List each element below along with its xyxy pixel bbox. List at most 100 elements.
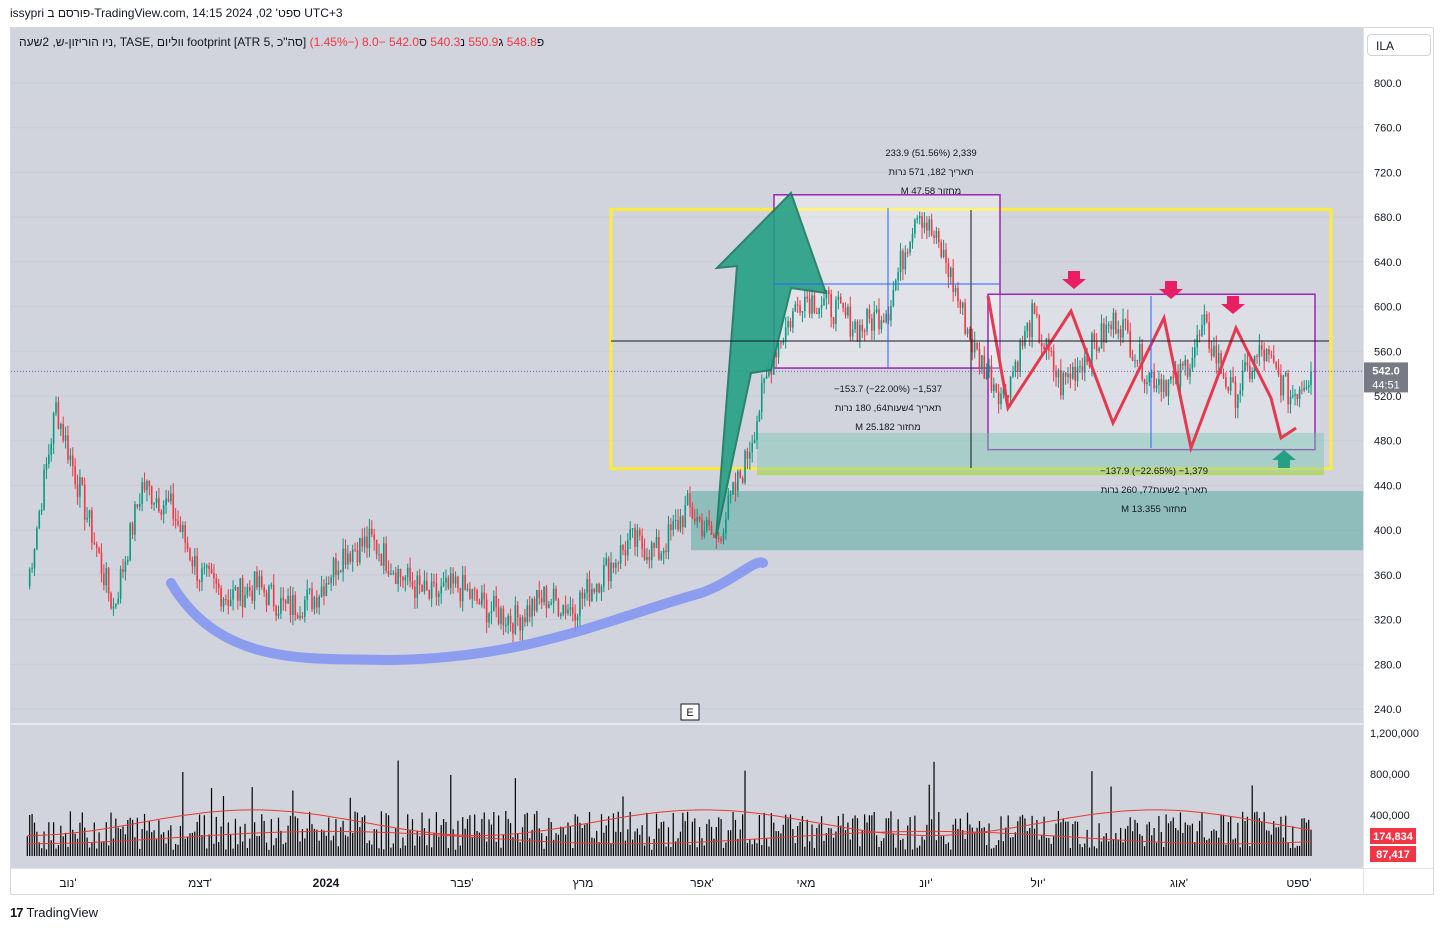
candle-body (579, 592, 581, 617)
candle-body (878, 309, 880, 330)
candle-body (1198, 334, 1201, 336)
time-axis[interactable]: נוב' דצמ' 2024 פבר' מרץ אפר' מאי יונ' יול' אוג' ספ… (11, 868, 1363, 894)
candle-body (1055, 370, 1057, 378)
legend-open-label: פ (536, 35, 545, 49)
candle-body (911, 233, 914, 243)
candle-body (873, 312, 876, 331)
candle-body (591, 589, 593, 602)
candle-body (830, 293, 832, 317)
candle-body (1136, 360, 1139, 362)
candle-body (122, 569, 124, 573)
candle-body (521, 617, 524, 631)
candle-body (284, 600, 287, 604)
candle-body (52, 413, 55, 444)
candle-body (256, 571, 258, 588)
candle-body (921, 216, 923, 228)
candle-body (414, 586, 416, 598)
candle-body (497, 607, 500, 624)
candle-body (756, 421, 758, 440)
chart-plot-area[interactable]: 233.9 (51.56%) 2,339 תאריך 182, 571 נרות M… (11, 28, 1363, 868)
candle-body (98, 548, 100, 553)
price-tick-label: 360.0 (1374, 570, 1402, 582)
candle-body (928, 219, 931, 231)
candle-body (952, 267, 954, 292)
time-tick-label: ספט' (1286, 876, 1311, 890)
candle-body (500, 608, 502, 624)
candle-body (203, 567, 206, 569)
candle-body (832, 316, 835, 324)
candle-body (959, 301, 962, 308)
candle-body (1229, 377, 1232, 391)
candle-body (607, 558, 610, 582)
candle-body (1026, 322, 1029, 332)
candle-body (356, 550, 359, 563)
candle-body (421, 584, 423, 592)
candle-body (275, 606, 277, 616)
symbol-search-box[interactable]: ILA (1367, 34, 1431, 56)
candle-body (1310, 371, 1312, 386)
candle-body (1189, 368, 1191, 377)
candle-body (557, 599, 560, 616)
candle-body (402, 576, 404, 581)
candle-body (868, 309, 871, 319)
candle-body (1060, 370, 1062, 396)
candle-body (780, 342, 782, 344)
candle-body (856, 321, 859, 341)
candle-body (567, 609, 569, 614)
candle-body (409, 567, 411, 582)
candle-body (624, 549, 627, 556)
candle-body (1079, 366, 1081, 368)
candle-body (875, 309, 878, 313)
low-measure-label: −137.9 (−22.65%) −1,379 (1100, 466, 1208, 477)
top-measure-label: תאריך 182, 571 נרות (888, 167, 973, 178)
tradingview-logo[interactable]: 17 TradingView (10, 905, 98, 920)
candle-body (318, 596, 320, 608)
price-tick-label: 320.0 (1374, 615, 1402, 627)
price-tick-label: 560.0 (1374, 346, 1402, 358)
candle-body (74, 466, 76, 485)
price-axis[interactable]: 800.0 760.0 720.0 680.0 640.0 600.0 560.0 520.0… (1363, 28, 1433, 868)
time-axis-svg: נוב' דצמ' 2024 פבר' מרץ אפר' מאי יונ' יול' אוג' ספ… (59, 876, 1311, 890)
candle-body (744, 450, 746, 483)
candle-body (351, 549, 354, 562)
candle-body (1215, 345, 1218, 364)
candle-body (993, 384, 995, 391)
candle-body (263, 587, 265, 593)
candle-body (885, 313, 887, 323)
candle-body (844, 308, 847, 316)
candle-body (1246, 362, 1249, 366)
candle-body (93, 542, 96, 544)
candle-body (581, 592, 584, 599)
candle-body (1040, 343, 1043, 347)
candle-body (1251, 371, 1254, 380)
candle-body (1287, 373, 1289, 405)
candle-body (576, 616, 579, 621)
candle-body (894, 280, 897, 290)
candle-body (1091, 333, 1093, 367)
candle-body (112, 606, 115, 609)
legend-change: −8.0 (−1.45%) (309, 35, 386, 49)
candle-body (57, 402, 60, 429)
candle-body (1002, 388, 1005, 394)
candle-body (935, 230, 938, 239)
candle-body (526, 605, 529, 623)
candle-body (36, 528, 38, 550)
candle-body (481, 592, 483, 605)
candle-body (686, 493, 689, 505)
candle-body (1115, 312, 1117, 334)
publish-header: issypri פורסם ב-TradingView.com, 14:15 2… (10, 6, 343, 20)
candle-body (782, 340, 785, 344)
candle-body (746, 450, 749, 459)
candle-body (476, 590, 478, 601)
candle-body (758, 411, 761, 422)
candle-body (693, 518, 696, 522)
candle-body (234, 586, 237, 590)
candle-body (1127, 320, 1129, 332)
legend-symbol[interactable]: ניו הוריזון-ש, 2שעה, TASE, ווליום footpr… (19, 35, 307, 49)
candle-body (248, 587, 251, 591)
candle-body (973, 342, 976, 353)
candle-body (493, 595, 495, 612)
time-tick-label: אוג' (1170, 876, 1188, 890)
candle-body (801, 311, 804, 313)
candle-body (653, 542, 655, 548)
